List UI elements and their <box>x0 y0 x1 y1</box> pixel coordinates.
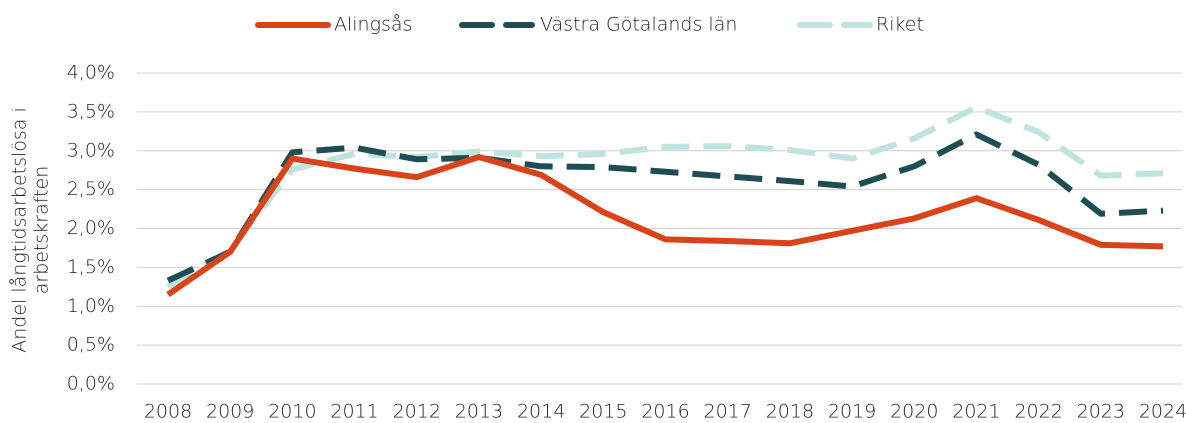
data-line <box>166 104 1164 290</box>
y-tick-label: 4,0% <box>67 62 115 84</box>
y-tick-label: 2,0% <box>67 217 115 239</box>
legend-label: Riket <box>876 14 924 36</box>
x-tick-label: 2011 <box>330 401 378 423</box>
x-tick-label: 2010 <box>268 401 316 423</box>
y-tick-label: 0,0% <box>67 373 115 395</box>
x-tick-label: 2018 <box>766 401 814 423</box>
data-line <box>166 153 1164 298</box>
x-tick-label: 2016 <box>641 401 689 423</box>
legend-label: Alingsås <box>334 14 412 36</box>
y-axis-label: arbetskraften <box>31 166 53 295</box>
y-tick-label: 1,5% <box>67 256 115 278</box>
x-tick-label: 2008 <box>144 401 192 423</box>
x-tick-label: 2024 <box>1139 401 1186 423</box>
x-tick-label: 2017 <box>704 401 752 423</box>
x-tick-label: 2023 <box>1077 401 1125 423</box>
y-tick-label: 2,5% <box>67 178 115 200</box>
y-tick-label: 0,5% <box>67 334 115 356</box>
legend-label: Västra Götalands län <box>540 14 737 36</box>
x-tick-label: 2015 <box>579 401 627 423</box>
x-tick-label: 2012 <box>393 401 441 423</box>
x-tick-label: 2021 <box>952 401 1000 423</box>
x-tick-label: 2013 <box>455 401 503 423</box>
x-tick-label: 2014 <box>517 401 565 423</box>
y-tick-label: 3,5% <box>67 100 115 122</box>
x-tick-label: 2009 <box>206 401 254 423</box>
y-tick-label: 3,0% <box>67 139 115 161</box>
x-tick-label: 2020 <box>890 401 938 423</box>
data-line <box>166 131 1164 284</box>
y-axis-label: Andel långtidsarbetslösa i <box>9 107 31 352</box>
y-tick-label: 1,0% <box>67 295 115 317</box>
x-tick-label: 2019 <box>828 401 876 423</box>
x-tick-label: 2022 <box>1014 401 1062 423</box>
